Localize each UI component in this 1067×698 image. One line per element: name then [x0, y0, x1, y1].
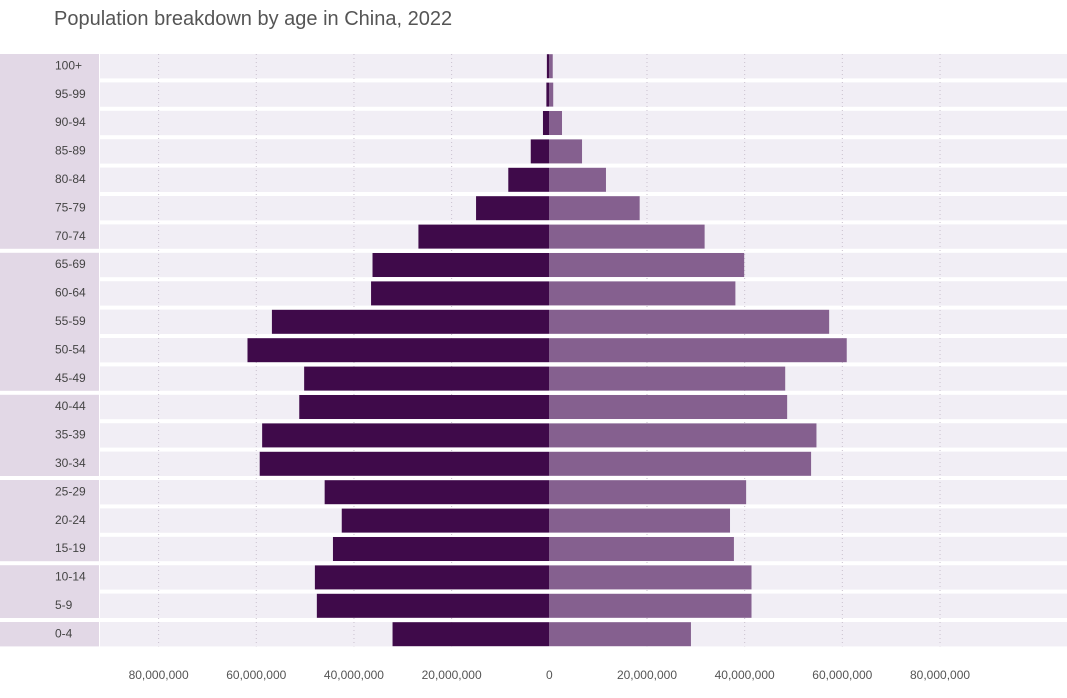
category-label: 55-59: [55, 314, 86, 328]
bar-left-100+: [546, 54, 550, 79]
bar-right-15-19: [549, 537, 734, 561]
bar-left-60-64: [371, 281, 550, 306]
bar-left-35-39: [262, 423, 550, 448]
bar-right-50-54: [549, 338, 847, 363]
bar-right-35-39: [549, 423, 817, 448]
bar-left-75-79: [476, 196, 550, 221]
bar-right-5-9: [549, 593, 752, 618]
bar-left-85-89: [530, 139, 550, 164]
bar-left-20-24: [341, 508, 550, 533]
bar-left-15-19: [332, 537, 550, 561]
row-background: [100, 139, 1067, 164]
bar-right-60-64: [549, 281, 736, 306]
bar-left-90-94: [542, 111, 550, 135]
bar-right-90-94: [549, 111, 563, 135]
row-background: [100, 110, 1067, 136]
chart-title: Population breakdown by age in China, 20…: [54, 8, 453, 30]
category-label: 65-69: [55, 257, 86, 271]
age-group-band: [0, 394, 99, 476]
category-label: 10-14: [55, 570, 86, 584]
x-tick-label: 20,000,000: [422, 668, 482, 682]
category-label: 30-34: [55, 456, 86, 470]
category-label: 25-29: [55, 484, 86, 498]
age-group-band: [0, 54, 99, 249]
category-label: 100+: [55, 58, 82, 72]
bar-left-0-4: [392, 622, 550, 647]
bar-right-95-99: [549, 82, 554, 107]
age-group-band: [0, 480, 99, 562]
row-background: [100, 82, 1067, 107]
bar-left-70-74: [418, 224, 550, 249]
x-tick-label: 80,000,000: [910, 668, 970, 682]
category-label: 15-19: [55, 541, 86, 555]
x-tick-label: 80,000,000: [129, 668, 189, 682]
bars: [247, 54, 847, 647]
x-tick-label: 60,000,000: [812, 668, 872, 682]
bar-right-85-89: [549, 139, 583, 164]
bar-right-25-29: [549, 480, 747, 505]
x-tick-label: 60,000,000: [226, 668, 286, 682]
bar-right-45-49: [549, 366, 786, 391]
age-group-band: [0, 252, 99, 391]
bar-left-55-59: [271, 309, 550, 334]
category-labels: 100+ 95-99 90-94 85-89 80-84 75-79 70-74 65-69 6…: [55, 58, 86, 640]
category-label: 50-54: [55, 342, 86, 356]
bar-right-20-24: [549, 508, 731, 533]
category-label: 20-24: [55, 513, 86, 527]
category-label: 75-79: [55, 200, 86, 214]
bar-left-50-54: [247, 338, 550, 363]
bar-right-70-74: [549, 224, 705, 249]
x-tick-label: 40,000,000: [324, 668, 384, 682]
x-tick-label: 20,000,000: [617, 668, 677, 682]
category-label: 45-49: [55, 371, 86, 385]
category-label: 85-89: [55, 144, 86, 158]
bar-right-40-44: [549, 395, 788, 419]
x-tick-label: 0: [546, 668, 553, 682]
bar-right-65-69: [549, 253, 745, 277]
category-label: 5-9: [55, 598, 73, 612]
bar-right-30-34: [549, 451, 812, 476]
bar-left-65-69: [372, 253, 550, 277]
row-background: [100, 54, 1067, 79]
age-group-bands: [0, 54, 99, 647]
bar-right-10-14: [549, 565, 752, 590]
bar-left-25-29: [324, 480, 550, 505]
bar-right-75-79: [549, 196, 640, 221]
category-label: 95-99: [55, 87, 86, 101]
bar-right-55-59: [549, 309, 830, 334]
category-label: 35-39: [55, 428, 86, 442]
bar-right-80-84: [549, 167, 606, 192]
category-label: 0-4: [55, 626, 73, 640]
category-label: 70-74: [55, 229, 86, 243]
bar-left-30-34: [259, 451, 550, 476]
bar-right-100+: [549, 54, 553, 79]
age-group-band: [0, 565, 99, 618]
category-label: 90-94: [55, 115, 86, 129]
category-label: 40-44: [55, 399, 86, 413]
age-group-band: [0, 622, 99, 647]
bar-left-40-44: [299, 395, 550, 419]
bar-left-80-84: [508, 167, 550, 192]
x-tick-label: 40,000,000: [715, 668, 775, 682]
bar-right-0-4: [549, 622, 691, 647]
bar-left-10-14: [314, 565, 550, 590]
bar-left-5-9: [316, 593, 550, 618]
bar-left-95-99: [546, 82, 550, 107]
x-axis-ticks: 80,000,000 60,000,000 40,000,000 20,000,000…: [129, 668, 971, 682]
category-label: 60-64: [55, 286, 86, 300]
bar-left-45-49: [304, 366, 550, 391]
category-label: 80-84: [55, 172, 86, 186]
